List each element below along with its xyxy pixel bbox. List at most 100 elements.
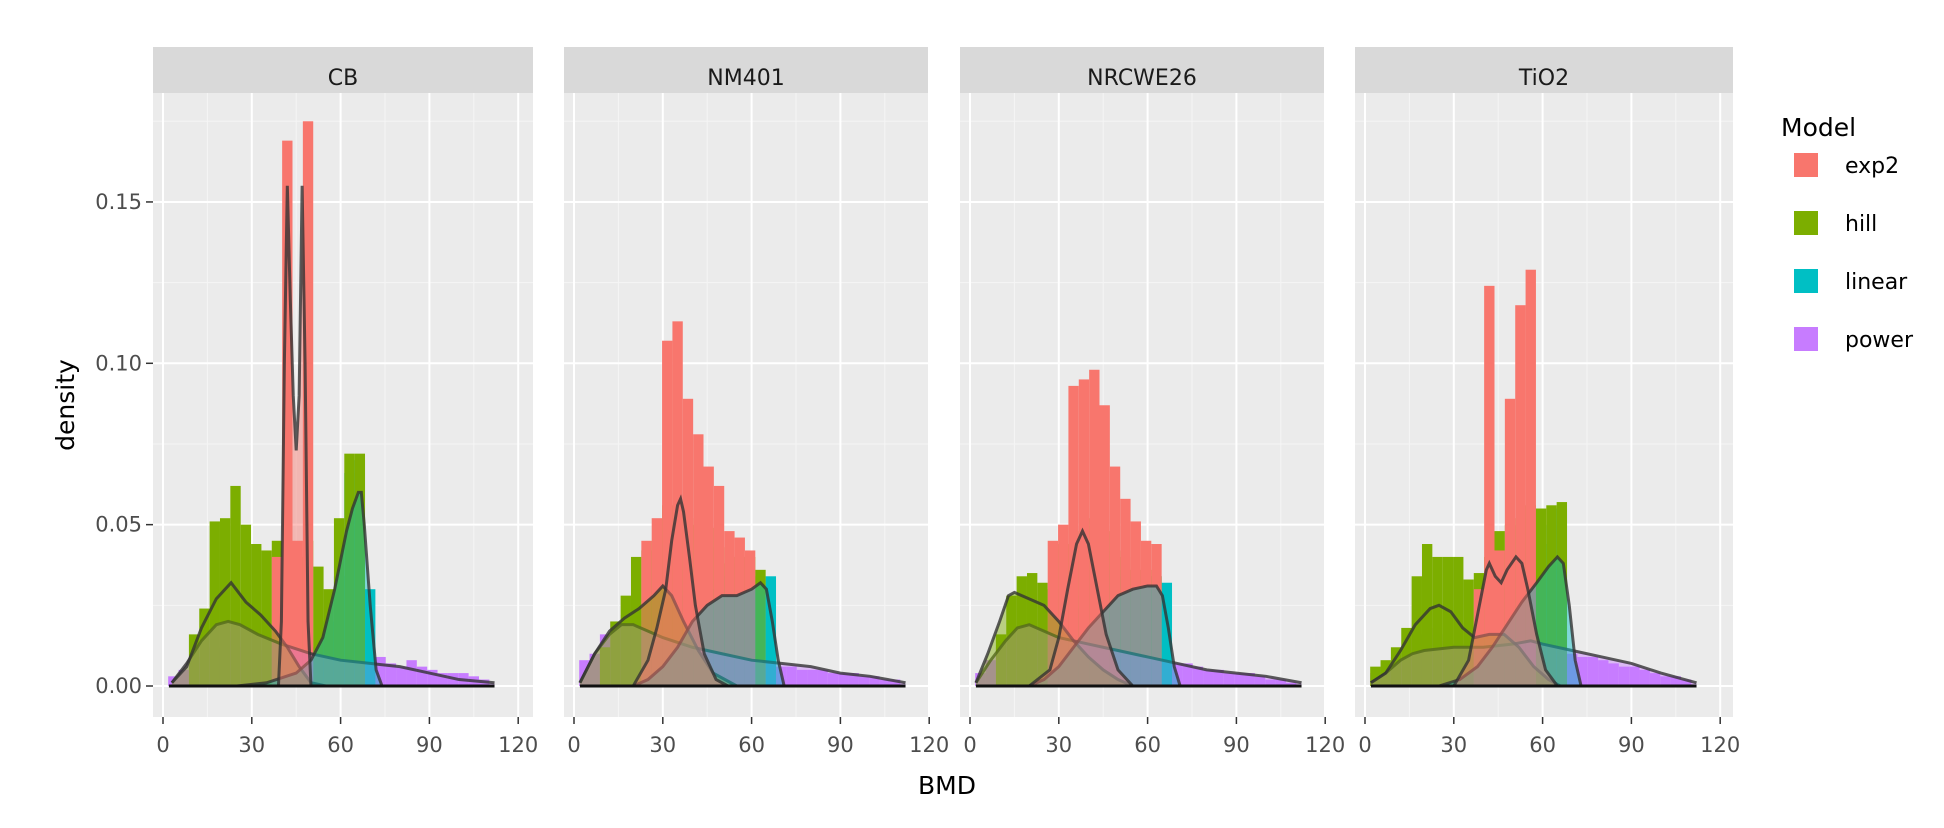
histogram-bar-exp2 — [1140, 540, 1152, 686]
density-line-power — [974, 623, 1302, 685]
facet-strip-label: CB — [328, 66, 358, 91]
histogram-bar-power — [427, 669, 438, 686]
histogram-bar-exp2 — [271, 556, 283, 686]
y-axis: 0.00 0.05 0.10 0.15 — [95, 190, 153, 698]
histogram-bar-power — [858, 676, 870, 686]
histogram-bar-power — [416, 666, 428, 686]
histogram-bar-linear — [365, 589, 376, 686]
histogram-bar-hill — [755, 569, 766, 686]
histogram-bar-power — [178, 669, 189, 686]
histogram-bar-power — [1629, 666, 1640, 686]
histogram-bar-power — [1265, 679, 1276, 686]
histogram-bar-power — [975, 673, 986, 686]
histogram-bar-hill — [354, 453, 366, 686]
legend-title: Model — [1781, 113, 1856, 142]
histogram-bar-power — [796, 669, 808, 686]
y-tick-label: 0.00 — [95, 674, 142, 698]
histogram-bar-power — [1608, 663, 1619, 686]
histogram-bar-power — [1680, 679, 1692, 686]
histogram-bar-hill — [333, 518, 345, 686]
x-tick-label: 120 — [1305, 733, 1345, 757]
y-tick-label: 0.05 — [95, 513, 142, 537]
x-tick-label: 0 — [567, 733, 580, 757]
histogram-bar-hill — [599, 647, 611, 686]
histogram-bar-power — [985, 660, 996, 686]
density-line-hill — [974, 590, 1134, 688]
histogram-bar-power — [1234, 673, 1245, 686]
histogram-bar-exp2 — [744, 550, 756, 686]
legend-label-exp2: exp2 — [1845, 154, 1899, 179]
x-tick-label: 60 — [327, 733, 354, 757]
y-tick-label: 0.15 — [95, 190, 142, 214]
legend: Model exp2 hill linear power — [1781, 113, 1914, 353]
histogram-bar-power — [437, 673, 448, 686]
facet-strip-label: NRCWE26 — [1087, 66, 1197, 91]
histogram-bar-hill — [313, 566, 324, 686]
y-axis-title: density — [51, 359, 80, 451]
histogram-bar-power — [1192, 666, 1204, 686]
density-line-exp2 — [1028, 527, 1134, 688]
x-tick-label: 30 — [1045, 733, 1072, 757]
facet-panel-0: CB 0 30 60 90 120 — [153, 47, 538, 757]
histogram-bar-power — [1587, 656, 1599, 686]
histogram-bar-hill — [1016, 576, 1027, 686]
histogram-bar-hill — [1026, 573, 1038, 686]
x-axis-title: BMD — [918, 771, 976, 800]
density-line-exp2 — [276, 185, 313, 687]
facet-strip-label: NM401 — [707, 66, 784, 91]
histogram-bar-power — [1598, 660, 1609, 686]
histogram-bar-hill — [240, 524, 252, 686]
histogram-bar-hill — [1546, 505, 1557, 686]
histogram-bar-exp2 — [724, 531, 735, 686]
histogram-bar-hill — [630, 556, 642, 686]
histogram-bar-hill — [199, 608, 210, 686]
histogram-bar-power — [1618, 666, 1630, 686]
density-area-exp2 — [633, 498, 728, 686]
histogram-bar-hill — [1535, 508, 1547, 686]
histogram-bar-power — [889, 679, 901, 686]
histogram-bar-power — [1577, 656, 1588, 686]
density-line-hill — [578, 583, 738, 688]
density-line-power — [578, 623, 906, 685]
histogram-bar-hill — [1432, 556, 1443, 686]
histogram-bar-power — [1660, 676, 1671, 686]
histogram-bar-hill — [344, 453, 355, 686]
x-tick-label: 90 — [416, 733, 443, 757]
x-tick-label: 30 — [1440, 733, 1467, 757]
histogram-bar-power — [838, 673, 849, 686]
histogram-bar-hill — [610, 621, 621, 686]
facet-strip — [1355, 47, 1733, 93]
histogram-bar-power — [1203, 669, 1214, 686]
histogram-bar-exp2 — [1525, 269, 1536, 686]
legend-label-hill: hill — [1845, 212, 1877, 237]
x-tick-label: 60 — [738, 733, 765, 757]
panels-group: CB 0 30 60 90 120 NM401 0 30 60 90 120 NRCWE26 0 30 60 9… — [153, 47, 1740, 757]
density-line-linear — [1438, 554, 1583, 688]
facet-strip — [153, 47, 533, 93]
histogram-bar-hill — [219, 518, 231, 686]
density-line-exp2 — [631, 494, 729, 688]
legend-swatch-linear — [1794, 269, 1818, 293]
histogram-bar-hill — [251, 544, 262, 686]
histogram-bar-hill — [1370, 666, 1381, 686]
x-tick-label: 90 — [827, 733, 854, 757]
histogram-bar-exp2 — [1151, 544, 1162, 686]
density-line-exp2 — [1452, 554, 1559, 687]
histogram-bar-hill — [323, 589, 334, 686]
histogram-bar-hill — [995, 634, 1007, 686]
histogram-bar-power — [879, 679, 890, 686]
histogram-bar-power — [827, 673, 839, 686]
histogram-bar-power — [1639, 669, 1650, 686]
histogram-bar-power — [396, 666, 407, 686]
density-area-exp2 — [1453, 556, 1558, 686]
histogram-bar-power — [848, 673, 859, 686]
legend-swatch-power — [1794, 327, 1818, 351]
facet-strip-label: TiO2 — [1518, 66, 1569, 91]
histogram-bar-power — [1275, 679, 1286, 686]
histogram-bar-power — [385, 663, 397, 686]
x-tick-label: 120 — [909, 733, 949, 757]
legend-label-linear: linear — [1845, 270, 1908, 295]
histogram-bar-exp2 — [1068, 385, 1079, 686]
x-tick-label: 90 — [1223, 733, 1250, 757]
density-line-linear — [1028, 584, 1182, 688]
